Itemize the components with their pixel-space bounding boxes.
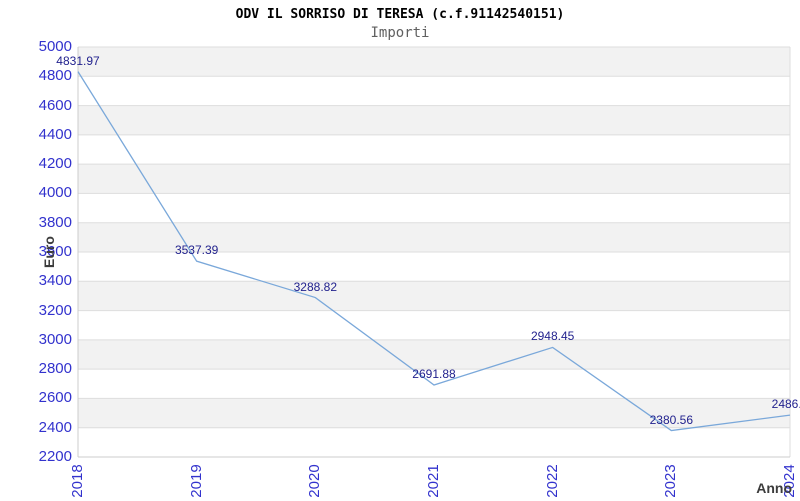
grid-band (78, 222, 790, 252)
y-tick-label: 2400 (38, 418, 72, 436)
grid-band (78, 427, 790, 457)
x-tick-label: 2018 (69, 464, 86, 498)
grid-band (78, 193, 790, 223)
y-tick-label: 2200 (38, 448, 72, 465)
x-tick-label: 2021 (425, 464, 442, 498)
data-point-label: 2486.2 (771, 397, 800, 412)
x-tick-label: 2020 (306, 464, 324, 498)
grid-band (78, 105, 790, 135)
x-tick-label: 2019 (187, 464, 205, 498)
y-tick-label: 3600 (38, 243, 72, 260)
x-tick-label: 2023 (662, 464, 680, 498)
y-tick-label: 2800 (38, 360, 72, 378)
y-tick-label: 4800 (38, 67, 72, 85)
data-point-label: 4831.97 (56, 53, 100, 68)
y-tick-label: 3400 (38, 272, 72, 290)
y-axis-title: Euro (41, 236, 57, 268)
grid-band (78, 134, 790, 165)
grid-band (78, 339, 790, 370)
x-tick-label: 2022 (543, 464, 561, 498)
grid-band (78, 310, 790, 340)
y-tick-label: 4200 (38, 155, 72, 173)
grid-band (78, 369, 790, 399)
grid-band (78, 47, 790, 77)
y-tick-label: 4400 (38, 125, 72, 143)
y-tick-label: 4600 (38, 96, 72, 114)
grid-band (78, 281, 790, 311)
data-point-label: 2948.45 (530, 329, 575, 344)
grid-band (78, 76, 790, 106)
y-tick-label: 3000 (38, 330, 72, 348)
data-point-label: 2691.88 (412, 366, 456, 381)
y-tick-label: 5000 (38, 38, 72, 55)
x-axis-title: Anno (756, 480, 792, 496)
y-tick-label: 2600 (38, 389, 72, 407)
series-line-importi (77, 71, 791, 432)
data-point-label: 2380.56 (649, 412, 694, 427)
grid-band (78, 164, 790, 194)
data-point-label: 3288.82 (293, 279, 338, 294)
data-point-label: 3537.39 (174, 243, 219, 258)
chart-title: ODV IL SORRISO DI TERESA (c.f.9114254015… (235, 7, 565, 22)
y-tick-label: 3800 (38, 213, 72, 231)
y-tick-label: 3200 (38, 301, 72, 319)
y-tick-label: 4000 (38, 184, 72, 202)
chart-subtitle: Importi (370, 25, 430, 41)
grid-band (78, 398, 790, 428)
grid-band (78, 252, 790, 282)
